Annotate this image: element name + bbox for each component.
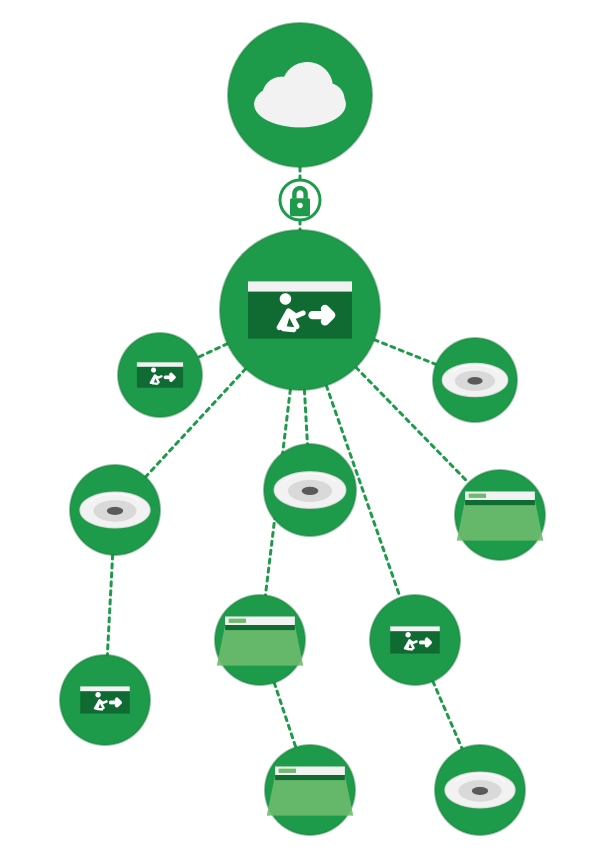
network-diagram bbox=[0, 0, 601, 850]
node-cloud bbox=[228, 23, 372, 167]
node-n_left2 bbox=[70, 465, 160, 555]
node-n_botL bbox=[60, 655, 150, 745]
node-hub bbox=[220, 230, 380, 390]
node-n_botM bbox=[265, 745, 355, 835]
node-n_right1 bbox=[433, 338, 517, 422]
node-n_left1 bbox=[118, 333, 202, 417]
node-lock bbox=[280, 180, 320, 220]
node-n_midL bbox=[215, 595, 305, 685]
node-n_right2 bbox=[455, 470, 545, 560]
node-n_botR bbox=[435, 745, 525, 835]
node-n_mid bbox=[264, 444, 356, 536]
node-n_midR bbox=[370, 595, 460, 685]
